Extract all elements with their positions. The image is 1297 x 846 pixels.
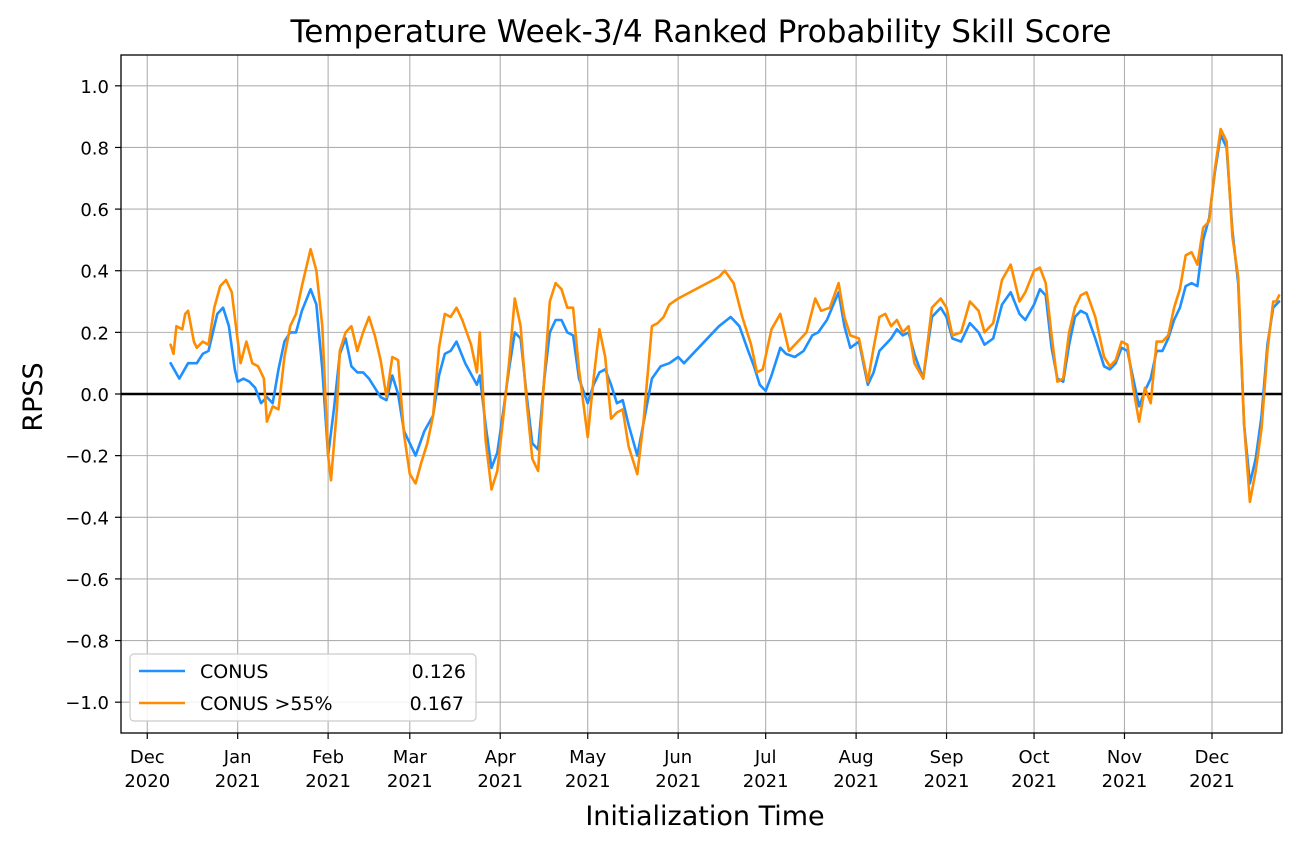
x-tick-year: 2021 <box>743 771 789 792</box>
x-tick-month: Feb <box>312 747 344 768</box>
y-tick-label: 0.2 <box>80 323 109 344</box>
x-tick-year: 2021 <box>1102 771 1148 792</box>
y-tick-label: −0.8 <box>65 632 109 653</box>
x-tick-month: Dec <box>1195 747 1230 768</box>
chart-title: Temperature Week-3/4 Ranked Probability … <box>290 14 1112 50</box>
x-tick-year: 2021 <box>477 771 523 792</box>
y-axis: −1.0 −0.8 −0.6 −0.4 −0.2 0.0 0.2 0.4 0.6 0.8 1.0 <box>65 77 121 714</box>
y-tick-label: 0.8 <box>80 138 109 159</box>
x-tick-month: Mar <box>393 747 428 768</box>
y-axis-label: RPSS <box>18 362 49 431</box>
legend-value-conus: 0.126 <box>412 661 466 683</box>
x-tick-year: 2021 <box>924 771 970 792</box>
x-tick-year: 2021 <box>833 771 879 792</box>
x-tick-year: 2021 <box>655 771 701 792</box>
x-tick-year: 2021 <box>215 771 261 792</box>
series-line-conus <box>169 133 1281 485</box>
legend-value-conus-55: 0.167 <box>410 693 464 715</box>
x-tick-month: Apr <box>485 747 517 768</box>
series-layer <box>169 127 1281 504</box>
series-line-conus-55 <box>169 127 1281 504</box>
x-axis-label: Initialization Time <box>585 801 824 832</box>
y-tick-label: −1.0 <box>65 693 109 714</box>
legend-box <box>129 653 477 722</box>
y-tick-label: −0.2 <box>65 447 109 468</box>
x-tick-month: Dec <box>130 747 165 768</box>
x-tick-month: Aug <box>839 747 874 768</box>
legend-label-conus-55: CONUS >55% <box>200 693 333 715</box>
x-tick-month: Oct <box>1018 747 1049 768</box>
x-tick-month: Jul <box>754 747 777 768</box>
x-tick-year: 2021 <box>305 771 351 792</box>
x-tick-month: Nov <box>1107 747 1142 768</box>
x-tick-year: 2021 <box>565 771 611 792</box>
y-tick-label: 1.0 <box>80 77 109 98</box>
y-tick-label: −0.4 <box>65 508 109 529</box>
x-tick-month: Jan <box>223 747 252 768</box>
y-tick-label: 0.0 <box>80 385 109 406</box>
y-tick-label: 0.6 <box>80 200 109 221</box>
x-tick-month: May <box>569 747 607 768</box>
x-tick-month: Sep <box>930 747 964 768</box>
legend: CONUS 0.126 CONUS >55% 0.167 <box>129 653 477 722</box>
x-axis: Dec 2020 Jan 2021 Feb 2021 Mar 2021 Apr 2021 May 20… <box>124 733 1235 792</box>
legend-label-conus: CONUS <box>200 661 268 683</box>
x-tick-year: 2021 <box>387 771 433 792</box>
x-tick-year: 2021 <box>1189 771 1235 792</box>
y-tick-label: 0.4 <box>80 262 109 283</box>
y-tick-label: −0.6 <box>65 570 109 591</box>
x-tick-year: 2020 <box>124 771 170 792</box>
x-tick-month: Jun <box>663 747 692 768</box>
x-tick-year: 2021 <box>1011 771 1057 792</box>
